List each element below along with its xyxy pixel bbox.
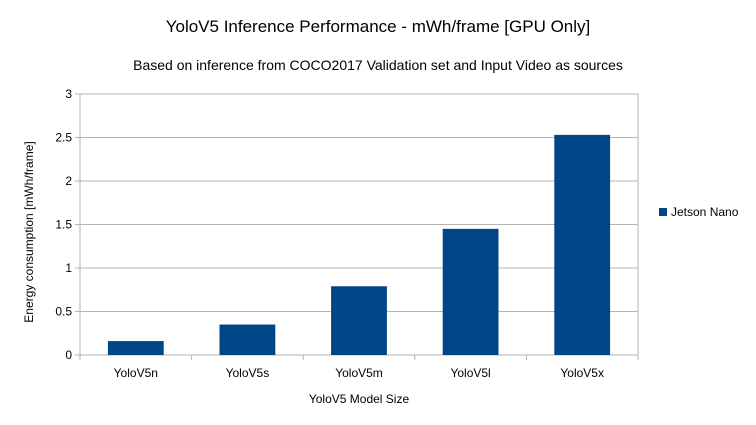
x-tick-label: YoloV5s [226,366,270,380]
bar-yolov5n [107,341,164,355]
y-axis-label: Energy consumption [mWh/frame] [22,141,36,322]
y-tick-label: 2.5 [55,131,72,145]
bar-yolov5s [219,324,276,355]
legend-swatch-jetson-nano [659,208,667,216]
bars [107,134,611,355]
x-tick-label: YoloV5m [335,366,383,380]
x-tick-label: YoloV5n [114,366,158,380]
x-axis-ticks: YoloV5n YoloV5s YoloV5m YoloV5l YoloV5x [79,355,639,380]
bar-yolov5l [442,228,499,355]
chart-title: YoloV5 Inference Performance - mWh/frame… [166,17,591,36]
y-tick-label: 0 [65,348,72,362]
y-axis-ticks: 0 0.5 1 1.5 2 2.5 3 [55,87,80,362]
x-tick-label: YoloV5x [560,366,604,380]
gridlines [80,137,638,312]
legend: Jetson Nano [659,205,739,219]
bar-yolov5x [554,134,611,355]
y-tick-label: 0.5 [55,305,72,319]
x-tick-label: YoloV5l [450,366,490,380]
y-tick-label: 1 [65,261,72,275]
chart-subtitle: Based on inference from COCO2017 Validat… [133,57,623,73]
y-tick-label: 1.5 [55,218,72,232]
legend-label-jetson-nano: Jetson Nano [671,205,739,219]
y-tick-label: 3 [65,87,72,101]
y-tick-label: 2 [65,174,72,188]
x-axis-label: YoloV5 Model Size [309,392,410,406]
bar-yolov5m [331,286,387,355]
